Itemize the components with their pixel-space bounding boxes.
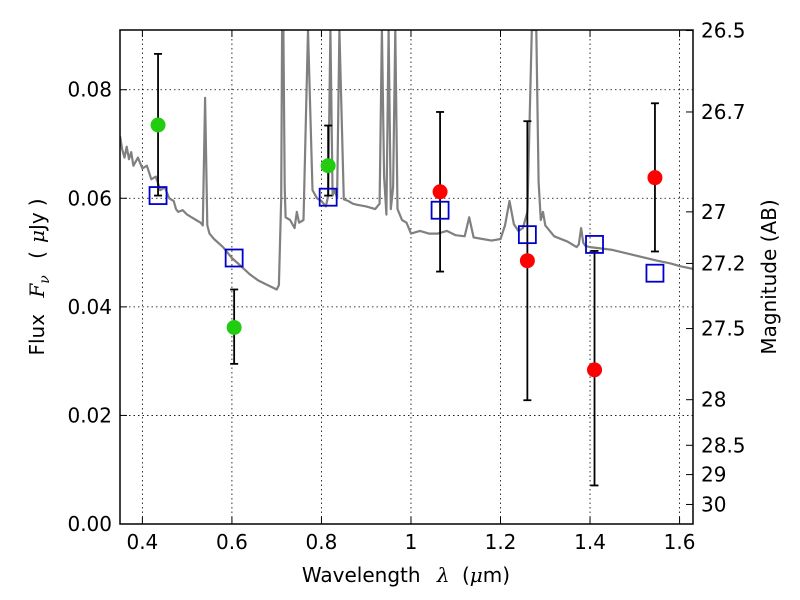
x-axis-ticks: 0.4 0.6 0.8 1 1.2 1.4 1.6 (126, 30, 695, 554)
model-flux-square (430, 200, 450, 220)
y-axis-label-symbol: F (25, 283, 49, 299)
x-tick-label: 1.4 (574, 530, 606, 554)
x-tick-label: 1 (405, 530, 418, 554)
observed-flux-point (587, 362, 603, 378)
model-flux-square (517, 225, 537, 245)
x-tick-label: 1.2 (485, 530, 517, 554)
x-tick-label: 0.4 (126, 530, 158, 554)
y-axis-label-text: Flux (25, 314, 49, 356)
model-flux-square (224, 248, 244, 268)
y-tick-label: 0.04 (67, 295, 112, 319)
x-tick-label: 0.8 (306, 530, 338, 554)
observed-flux-point (647, 170, 663, 186)
y-axis-label-unit-close: ) (25, 198, 49, 206)
x-axis-label-symbol: λ (436, 563, 450, 587)
y-axis-label-subscript: ν (37, 275, 53, 284)
x-axis-label-unit-rest: m) (483, 563, 510, 587)
model-flux-square (585, 235, 604, 254)
y-tick-label: 0.00 (67, 512, 112, 536)
x-axis-label-unit-mu: μ (470, 563, 483, 587)
y-tick-label: 0.08 (67, 78, 112, 102)
observed-flux-point (226, 319, 242, 335)
y2-tick-label: 27 (701, 200, 726, 224)
observed-flux-point (150, 117, 166, 133)
y2-tick-label: 27.2 (701, 251, 746, 275)
x-axis-label-text: Wavelength (302, 563, 421, 587)
y-axis-ticks: 0.00 0.02 0.04 0.06 0.08 (67, 78, 127, 536)
x-axis-label: Wavelength λ (μm) (302, 563, 510, 587)
y-axis-label-unit-mu: μ (25, 230, 49, 243)
model-flux-square (318, 187, 338, 207)
y-tick-label: 0.06 (67, 186, 112, 210)
y-axis-label-unit-rest: Jy (25, 212, 49, 232)
y2-tick-label: 26.7 (701, 100, 746, 124)
y2-tick-label: 28.5 (701, 433, 746, 457)
grid-lines (120, 30, 693, 525)
y2-tick-label: 27.5 (701, 317, 746, 341)
y2-axis-ticks: 26.5 26.7 27 27.2 27.5 28 28.5 29 30 (686, 19, 746, 516)
y-axis-label: Flux Fν ( μJy) (25, 198, 54, 355)
y2-tick-label: 30 (701, 492, 726, 516)
model-flux-square (148, 186, 168, 205)
observed-flux-point (432, 184, 448, 200)
y2-tick-label: 28 (701, 388, 726, 412)
x-tick-label: 0.6 (216, 530, 248, 554)
observed-flux-point (519, 253, 535, 269)
template-spectrum-line (120, 30, 693, 291)
plot-content (120, 30, 693, 487)
y2-tick-label: 26.5 (701, 19, 746, 43)
y-tick-label: 0.02 (67, 403, 112, 427)
model-flux-square (645, 263, 665, 283)
x-axis-label-unit-open: ( (462, 563, 470, 587)
y2-axis-label: Magnitude (AB) (757, 199, 781, 354)
plot-frame (119, 29, 694, 525)
y-axis-label-unit-open: ( (25, 251, 49, 259)
y2-tick-label: 29 (701, 463, 726, 487)
observed-flux-point (320, 158, 336, 174)
x-tick-label: 1.6 (664, 530, 696, 554)
